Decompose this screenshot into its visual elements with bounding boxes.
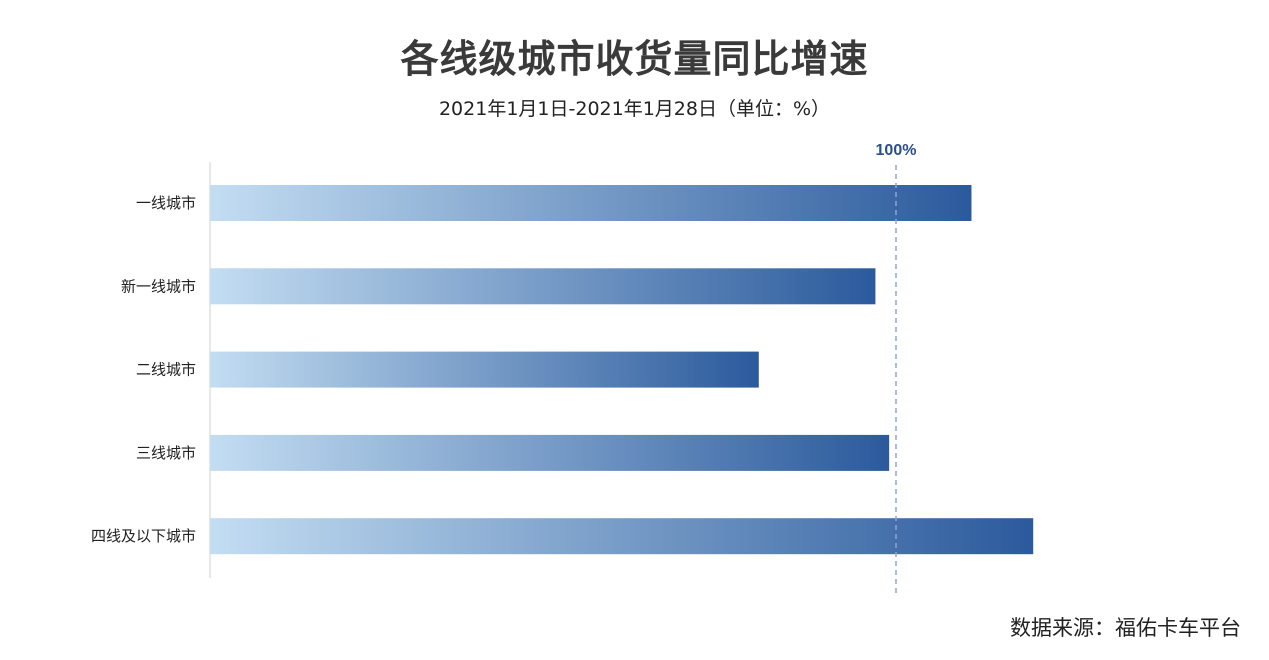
data-source: 数据来源：福佑卡车平台	[1010, 616, 1241, 640]
category-label: 三线城市	[136, 444, 196, 462]
bar	[210, 434, 890, 471]
category-label: 二线城市	[136, 361, 196, 379]
chart-title: 各线级城市收货量同比增速	[400, 37, 869, 81]
bar	[210, 518, 1034, 555]
bar	[210, 351, 759, 388]
category-label: 四线及以下城市	[91, 527, 196, 545]
category-label: 一线城市	[136, 194, 196, 212]
bar	[210, 185, 972, 221]
reference-line-label: 100%	[876, 142, 917, 159]
chart-subtitle: 2021年1月1日-2021年1月28日（单位：%）	[438, 98, 831, 120]
bars-layer	[210, 185, 1034, 555]
category-label: 新一线城市	[121, 277, 196, 295]
bar	[210, 268, 876, 305]
